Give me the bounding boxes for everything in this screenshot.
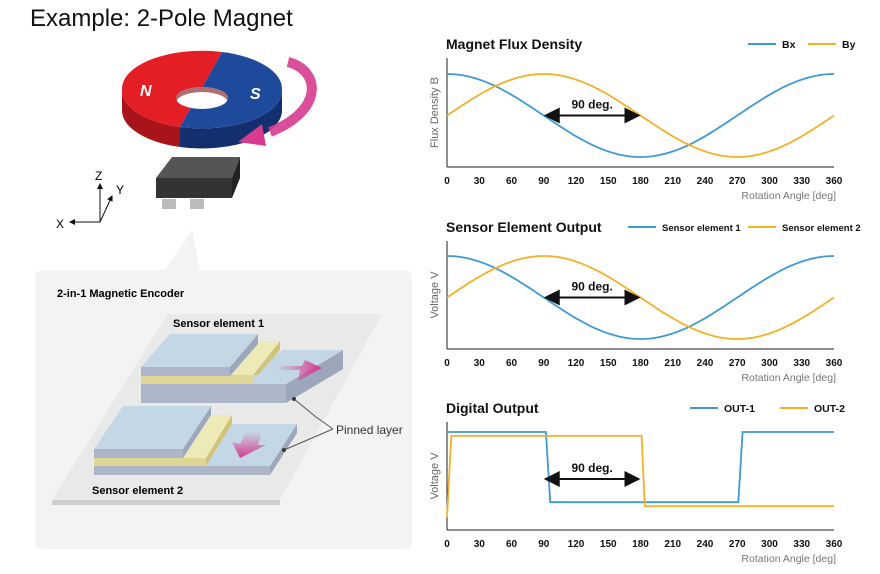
sensor-element-2-label: Sensor element 2	[92, 485, 183, 497]
x-tick-label: 90	[538, 539, 550, 550]
x-tick-label: 120	[568, 358, 585, 369]
sensor-element-1-label: Sensor element 1	[173, 318, 264, 330]
series-line-out-1	[447, 431, 834, 504]
y-axis-label: Flux Density B	[429, 77, 441, 148]
x-axis-label: Rotation Angle [deg]	[741, 372, 836, 384]
x-tick-label: 150	[600, 539, 617, 550]
x-tick-label: 270	[729, 539, 746, 550]
x-tick-label: 0	[444, 539, 450, 550]
y-axis-label: Y	[116, 183, 124, 197]
x-tick-label: 330	[793, 176, 810, 187]
x-tick-label: 180	[632, 176, 649, 187]
x-tick-label: 60	[506, 539, 518, 550]
x-tick-label: 330	[793, 358, 810, 369]
x-tick-label: 270	[729, 176, 746, 187]
series-line-sensor-element-1	[446, 255, 835, 340]
rotation-arrow-icon	[238, 57, 317, 146]
x-tick-label: 30	[474, 176, 486, 187]
x-tick-label: 0	[444, 358, 450, 369]
chart-title: Digital Output	[446, 400, 539, 416]
x-axis-label: X	[56, 217, 64, 231]
chart-1: Magnet Flux Density Flux Density B 0 30 60 90…	[429, 36, 856, 202]
x-tick-label: 180	[632, 358, 649, 369]
x-tick-label: 300	[761, 176, 778, 187]
x-tick-label: 330	[793, 539, 810, 550]
chart-title: Magnet Flux Density	[446, 36, 582, 52]
x-tick-label: 150	[600, 176, 617, 187]
phase-annotation: 90 deg.	[571, 98, 612, 112]
x-tick-label: 60	[506, 358, 518, 369]
encoder-title: 2-in-1 Magnetic Encoder	[57, 288, 185, 300]
legend-label: OUT-2	[814, 403, 845, 415]
x-tick-label: 270	[729, 358, 746, 369]
x-axis-label: Rotation Angle [deg]	[741, 190, 836, 202]
x-tick-label: 360	[826, 176, 843, 187]
x-tick-label: 300	[761, 358, 778, 369]
x-tick-label: 180	[632, 539, 649, 550]
chart-2: Sensor Element Output Voltage V 0 30 60 90 120…	[429, 219, 861, 384]
series-line-out-2	[446, 435, 834, 518]
pinned-layer-callout: Pinned layer	[282, 397, 403, 452]
z-axis-label: Z	[95, 169, 102, 183]
x-tick-label: 90	[538, 176, 550, 187]
x-tick-label: 210	[664, 176, 681, 187]
x-tick-label: 240	[697, 176, 714, 187]
series-line-bx	[446, 73, 835, 158]
phase-annotation: 90 deg.	[571, 461, 612, 475]
x-tick-label: 120	[568, 539, 585, 550]
series-line-sensor-element-2	[446, 255, 835, 340]
legend-label: OUT-1	[724, 403, 755, 415]
sensor-element-2: Sensor element 2	[92, 406, 297, 497]
north-pole-label: N	[140, 83, 152, 100]
x-tick-label: 90	[538, 358, 550, 369]
encoder-panel: 2-in-1 Magnetic Encoder Sensor element 1	[35, 230, 412, 549]
page-title: Example: 2-Pole Magnet	[30, 5, 293, 32]
x-tick-label: 30	[474, 358, 486, 369]
y-axis-label: Voltage V	[429, 271, 441, 319]
x-tick-label: 120	[568, 176, 585, 187]
charts: Magnet Flux Density Flux Density B 0 30 60 90…	[429, 36, 861, 565]
pinned-layer-label: Pinned layer	[336, 423, 403, 437]
xyz-axes-icon: Z Y X	[56, 169, 124, 231]
y-axis-label: Voltage V	[429, 452, 441, 500]
chart-3: Digital Output Voltage V 0 30 60 90 120 150 180 2…	[429, 400, 845, 565]
legend-label: Bx	[782, 39, 796, 51]
x-tick-label: 360	[826, 358, 843, 369]
legend-label: Sensor element 2	[782, 223, 861, 234]
chart-title: Sensor Element Output	[446, 219, 602, 235]
x-tick-label: 210	[664, 539, 681, 550]
x-tick-label: 240	[697, 539, 714, 550]
x-tick-label: 360	[826, 539, 843, 550]
x-tick-label: 60	[506, 176, 518, 187]
legend-label: Sensor element 1	[662, 223, 741, 234]
sensor-chip	[156, 157, 240, 209]
sensor-element-1: Sensor element 1	[141, 318, 343, 403]
x-tick-label: 210	[664, 358, 681, 369]
x-tick-label: 240	[697, 358, 714, 369]
south-pole-label: S	[250, 86, 261, 103]
x-tick-label: 150	[600, 358, 617, 369]
x-tick-label: 0	[444, 176, 450, 187]
x-axis-label: Rotation Angle [deg]	[741, 553, 836, 565]
x-tick-label: 300	[761, 539, 778, 550]
phase-annotation: 90 deg.	[571, 280, 612, 294]
legend-label: By	[842, 39, 856, 51]
series-line-by	[446, 73, 835, 158]
x-tick-label: 30	[474, 539, 486, 550]
